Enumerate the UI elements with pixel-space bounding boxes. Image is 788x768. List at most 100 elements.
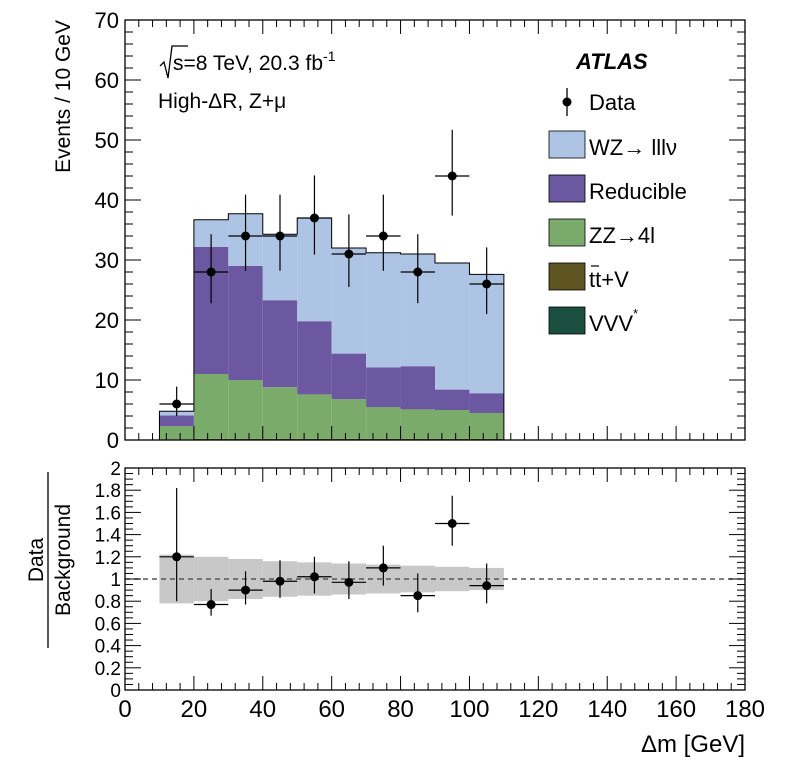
ratio-panel: 0 20 40 60 80 100 120 140 160 18000.20.40.60.811.… — [25, 459, 765, 758]
legend-label-reducible: Reducible — [589, 179, 687, 204]
y-tick-label: 20 — [95, 308, 119, 333]
bar-wzlll-8 — [435, 263, 470, 390]
bar-reducible-3 — [262, 300, 298, 388]
legend-label-zz: ZZ→4l — [589, 223, 655, 248]
y-tick-label: 0 — [107, 428, 119, 453]
data-point-2 — [241, 231, 251, 241]
ratio-y-tick-label: 0.6 — [95, 614, 121, 635]
x-tick-label: 100 — [449, 696, 489, 723]
ratio-y-tick-label: 1.6 — [95, 503, 121, 524]
legend-label-vvv: VVV — [589, 311, 633, 336]
svg-text:s=8 TeV, 20.3 fb-1: s=8 TeV, 20.3 fb-1 — [173, 48, 336, 75]
data-point-9 — [482, 279, 492, 289]
legend-entry-ttv: tt+V — [548, 262, 629, 292]
ratio-y-tick-label: 0.4 — [95, 637, 122, 658]
x-tick-label: 0 — [118, 696, 131, 723]
legend-entry-vvv: VVV* — [548, 306, 638, 336]
data-point-5 — [344, 249, 354, 259]
data-points — [159, 129, 504, 416]
ratio-point-9 — [482, 581, 492, 591]
ratio-y-tick-label: 1 — [110, 570, 121, 591]
data-point-0 — [172, 399, 182, 409]
svg-text:VVV*: VVV* — [589, 306, 638, 336]
main-histogram-panel: 0 10 20 30 40 50 60 70 Events / 10 GeV s=8 TeV,… — [52, 8, 746, 453]
bar-reducible-7 — [400, 366, 435, 410]
legend-label-data: Data — [589, 90, 636, 115]
ratio-ylabel-denominator: Background — [52, 504, 75, 616]
x-tick-label: 180 — [725, 696, 765, 723]
bar-reducible-2 — [228, 266, 263, 380]
legend-label-vvv-sup: * — [633, 306, 638, 321]
legend-label-wz: WZ→ lllν — [589, 135, 677, 160]
data-point-6 — [378, 231, 388, 241]
region-annotation: High-ΔR, Z+μ — [158, 90, 286, 113]
bar-zz4l-6 — [366, 407, 401, 439]
x-tick-label: 80 — [387, 696, 414, 723]
stack-total-outline — [158, 213, 505, 440]
y-tick-label: 70 — [95, 8, 119, 33]
y-tick-label: 30 — [95, 248, 119, 273]
x-tick-label: 60 — [318, 696, 345, 723]
energy-lumi-text: s=8 TeV, 20.3 fb — [173, 52, 323, 75]
legend-swatch-wz — [548, 130, 586, 159]
y-tick-label: 40 — [95, 188, 119, 213]
bar-reducible-5 — [331, 353, 367, 400]
ratio-data-points — [159, 487, 504, 616]
ratio-point-4 — [309, 572, 319, 582]
y-tick-label: 50 — [95, 128, 119, 153]
bar-zz4l-1 — [193, 374, 229, 439]
bar-wzlll-6 — [366, 252, 401, 368]
ratio-y-tick-label: 0.8 — [95, 592, 121, 613]
main-plot-frame — [124, 19, 746, 441]
ratio-point-0 — [172, 552, 182, 562]
bar-reducible-6 — [366, 367, 401, 407]
data-point-3 — [275, 231, 285, 241]
x-axis-title: Δm [GeV] — [641, 731, 745, 758]
x-tick-label: 20 — [181, 696, 208, 723]
legend: Data WZ→ lllν Reducible ZZ→4l tt+V V — [548, 88, 687, 336]
ratio-y-tick-label: 1.4 — [95, 526, 122, 547]
bar-reducible-8 — [435, 389, 470, 410]
data-point-8 — [447, 171, 457, 181]
ratio-point-3 — [275, 576, 285, 586]
bar-zz4l-9 — [469, 413, 504, 439]
x-tick-label: 120 — [518, 696, 558, 723]
data-point-7 — [413, 267, 423, 277]
y-tick-label: 60 — [95, 68, 119, 93]
bar-reducible-9 — [469, 393, 504, 413]
legend-entry-data: Data — [562, 88, 636, 116]
x-tick-label: 160 — [656, 696, 696, 723]
lumi-exponent: -1 — [323, 48, 336, 64]
ratio-point-8 — [447, 519, 457, 528]
ratio-y-tick-label: 0.2 — [95, 659, 121, 680]
bar-zz4l-8 — [435, 410, 470, 439]
bar-zz4l-4 — [297, 394, 332, 439]
bar-reducible-4 — [297, 321, 332, 395]
legend-entry-wz: WZ→ lllν — [548, 130, 677, 160]
legend-entry-reducible: Reducible — [548, 174, 687, 204]
y-tick-label: 10 — [95, 368, 119, 393]
bar-zz4l-5 — [331, 399, 367, 439]
sqrt-symbol-icon — [159, 45, 188, 79]
ratio-ylabel-numerator: Data — [25, 538, 48, 583]
ratio-point-1 — [206, 600, 216, 610]
legend-label-ttv: tt+V — [589, 267, 629, 292]
legend-swatch-vvv — [548, 306, 586, 335]
legend-swatch-reducible — [548, 174, 586, 203]
data-marker-icon — [562, 97, 572, 107]
ratio-y-tick-label: 1.2 — [95, 548, 121, 569]
ratio-point-5 — [344, 577, 354, 587]
data-point-1 — [206, 267, 216, 277]
bar-zz4l-3 — [262, 387, 298, 439]
atlas-label: ATLAS — [575, 49, 648, 74]
y-axis-title: Events / 10 GeV — [52, 20, 75, 173]
bar-zz4l-0 — [159, 426, 194, 440]
x-tick-label: 40 — [249, 696, 276, 723]
data-point-4 — [309, 213, 319, 223]
legend-swatch-zz — [548, 218, 586, 247]
ratio-point-6 — [378, 563, 388, 573]
bar-reducible-0 — [159, 415, 194, 427]
x-tick-label: 140 — [587, 696, 627, 723]
legend-entry-zz: ZZ→4l — [548, 218, 655, 248]
